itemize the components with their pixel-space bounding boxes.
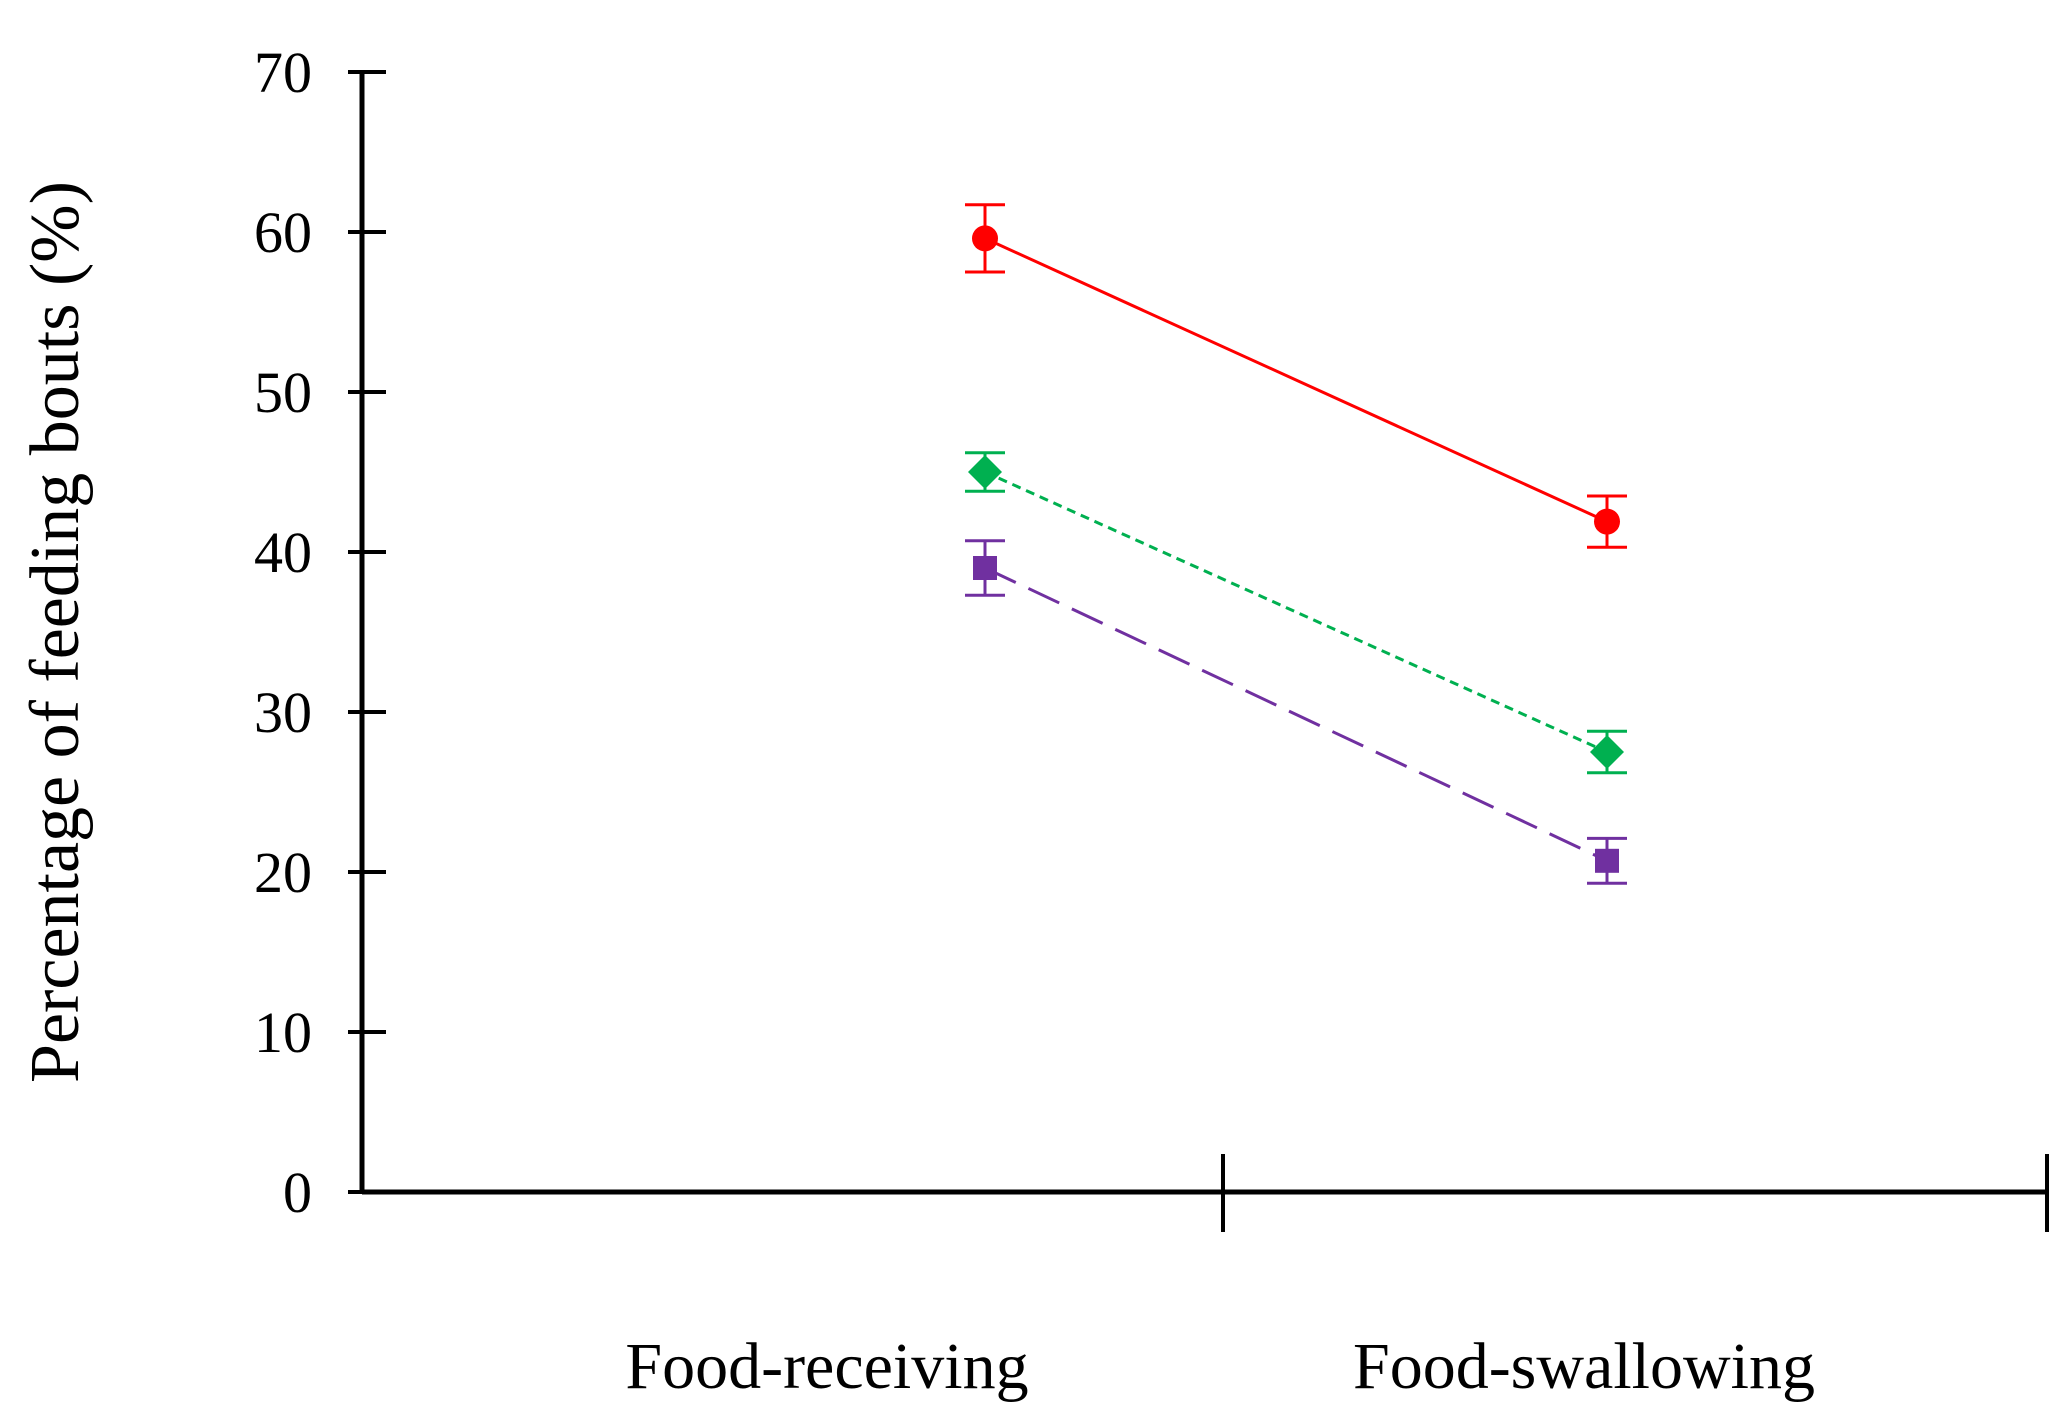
x-categories: Food-receiving Food-swallowing (625, 1330, 1815, 1403)
y-tick-label: 30 (254, 680, 312, 745)
y-tick-label: 0 (283, 1160, 312, 1225)
y-tick-label: 70 (254, 40, 312, 105)
y-tick-label: 20 (254, 840, 312, 905)
data-point-diamond (1590, 735, 1624, 769)
y-axis-title: Percentage of feeding bouts (%) (17, 181, 94, 1083)
series-green-diamond (965, 451, 1627, 775)
y-ticks: 0 10 20 30 40 50 60 70 (254, 40, 386, 1225)
series-line (984, 566, 1608, 863)
data-point-square (1595, 848, 1619, 873)
series-line (984, 237, 1608, 523)
x-category-label: Food-receiving (625, 1330, 1028, 1403)
series-red-circle (965, 203, 1627, 549)
series-layer (965, 203, 1627, 885)
y-tick-label: 40 (254, 520, 312, 585)
series-line (984, 470, 1608, 754)
data-point-circle (1594, 508, 1620, 535)
data-point-circle (972, 225, 998, 252)
y-tick-label: 50 (254, 360, 312, 425)
y-tick-label: 60 (254, 200, 312, 265)
axes (359, 72, 2049, 1232)
x-category-label: Food-swallowing (1353, 1330, 1815, 1403)
y-tick-label: 10 (254, 1000, 312, 1065)
data-point-diamond (968, 455, 1002, 489)
series-purple-square (965, 539, 1627, 885)
data-point-square (973, 556, 997, 580)
